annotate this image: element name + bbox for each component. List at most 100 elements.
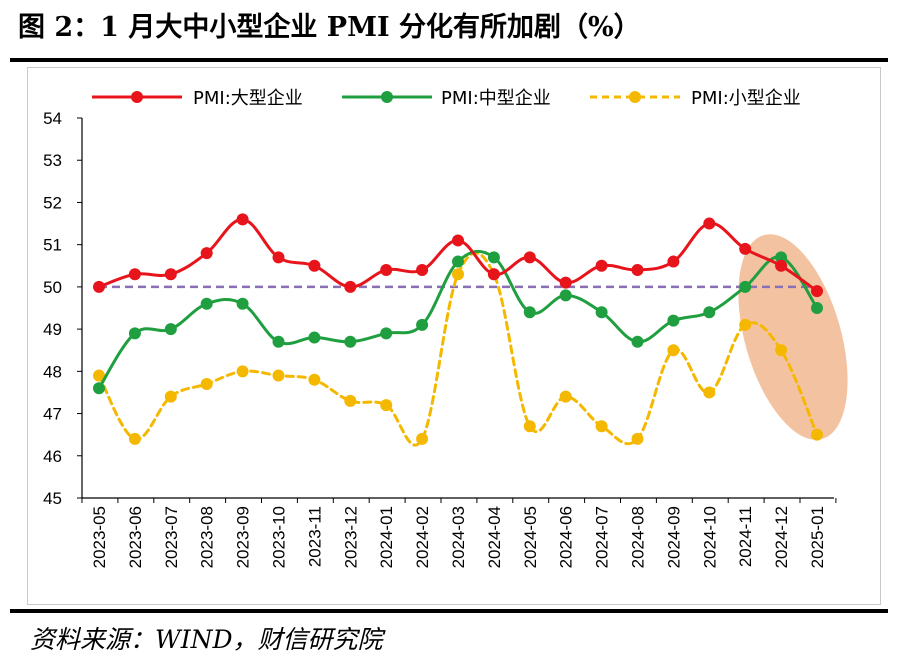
series-large	[93, 213, 823, 298]
x-tick-label: 2024-04	[485, 506, 504, 568]
y-tick-label: 46	[43, 447, 62, 466]
y-tick-label: 53	[43, 151, 62, 170]
data-point-small	[93, 369, 105, 382]
data-point-large	[344, 280, 357, 293]
data-point-large	[380, 264, 393, 276]
data-point-medium	[128, 327, 141, 340]
legend-item-medium: PMI:中型企业	[342, 88, 551, 109]
legend-item-large: PMI:大型企业	[92, 88, 303, 109]
legend-swatch-marker	[131, 91, 143, 103]
x-tick-label: 2023-06	[126, 506, 145, 568]
data-point-medium	[272, 335, 285, 348]
data-point-large	[739, 242, 752, 255]
data-point-small	[272, 369, 285, 382]
x-tick-label: 2024-11	[736, 506, 755, 567]
data-point-medium	[739, 280, 752, 293]
data-point-small	[164, 390, 177, 403]
legend-label: PMI:中型企业	[441, 88, 551, 109]
y-tick-label: 48	[43, 362, 62, 381]
data-point-medium	[344, 335, 357, 348]
data-point-small	[595, 420, 608, 433]
x-tick-label: 2023-11	[305, 506, 324, 567]
data-point-large	[128, 268, 141, 281]
data-point-large	[487, 268, 500, 281]
x-tick-label: 2023-12	[341, 506, 360, 568]
data-point-large	[703, 217, 716, 230]
data-source: 资料来源：WIND，财信研究院	[30, 625, 383, 654]
x-tick-label: 2023-07	[162, 506, 181, 568]
x-tick-label: 2024-02	[413, 506, 432, 568]
data-point-medium	[452, 255, 464, 268]
data-point-small	[739, 318, 752, 331]
data-point-small	[559, 390, 572, 403]
data-point-large	[308, 259, 321, 272]
data-point-medium	[164, 323, 177, 336]
x-tick-label: 2024-12	[772, 506, 791, 568]
chart-frame	[27, 67, 881, 605]
data-point-large	[631, 264, 644, 276]
data-point-small	[308, 373, 321, 386]
legend-swatch-marker	[629, 91, 641, 103]
data-point-small	[452, 268, 464, 281]
data-point-medium	[523, 306, 536, 319]
x-tick-label: 2024-09	[664, 506, 683, 568]
data-point-medium	[559, 289, 572, 302]
data-point-large	[164, 268, 177, 281]
data-point-medium	[236, 297, 249, 310]
data-point-medium	[200, 297, 213, 310]
data-point-medium	[703, 306, 716, 319]
data-point-large	[272, 251, 285, 264]
bottom-rule	[10, 609, 888, 613]
data-point-small	[128, 432, 141, 445]
chart-title: 图 2：1 月大中小型企业 PMI 分化有所加剧（%）	[18, 12, 641, 43]
data-point-medium	[667, 314, 680, 327]
legend-label: PMI:小型企业	[691, 88, 801, 109]
y-tick-label: 52	[43, 193, 62, 212]
x-tick-label: 2024-06	[557, 506, 576, 568]
y-tick-label: 45	[43, 489, 62, 508]
data-point-large	[811, 285, 823, 298]
data-point-medium	[487, 251, 500, 264]
data-point-medium	[775, 251, 788, 264]
data-point-small	[667, 344, 680, 357]
y-tick-label: 47	[43, 405, 62, 424]
data-point-large	[775, 259, 788, 272]
data-point-small	[811, 428, 823, 441]
series-medium	[93, 249, 823, 395]
data-point-small	[775, 344, 788, 357]
data-point-large	[236, 213, 249, 226]
data-point-small	[523, 420, 536, 433]
data-point-large	[595, 259, 608, 272]
x-tick-label: 2023-10	[270, 506, 289, 568]
data-point-large	[559, 276, 572, 289]
data-point-large	[523, 251, 536, 264]
highlight-ellipse	[738, 234, 848, 440]
y-tick-label: 50	[43, 278, 62, 297]
data-point-small	[416, 432, 429, 445]
data-point-small	[380, 399, 393, 412]
data-point-medium	[308, 331, 321, 344]
x-tick-label: 2024-08	[629, 506, 648, 568]
series-small	[93, 251, 823, 447]
x-tick-label: 2024-03	[449, 506, 468, 568]
data-point-large	[93, 280, 105, 293]
data-point-small	[344, 394, 357, 407]
y-tick-label: 51	[43, 236, 62, 255]
data-point-medium	[416, 318, 429, 331]
top-rule	[10, 58, 888, 62]
x-tick-label: 2024-07	[593, 506, 612, 568]
x-tick-label: 2024-05	[521, 506, 540, 568]
legend-label: PMI:大型企业	[193, 88, 303, 109]
data-point-large	[200, 247, 213, 260]
data-point-small	[236, 365, 249, 378]
data-point-small	[703, 386, 716, 399]
data-point-large	[667, 255, 680, 268]
data-point-large	[452, 234, 464, 247]
series-line-small	[97, 251, 819, 447]
data-point-medium	[380, 327, 393, 340]
x-tick-label: 2024-10	[700, 506, 719, 568]
data-point-medium	[93, 382, 105, 395]
x-tick-label: 2025-01	[808, 506, 827, 568]
x-tick-label: 2024-01	[377, 506, 396, 568]
